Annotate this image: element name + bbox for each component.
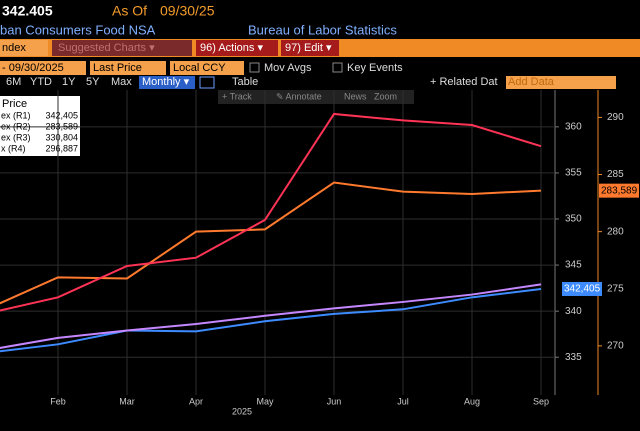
mov-avgs[interactable]: Mov Avgs	[264, 62, 312, 74]
x-tick-label: Apr	[189, 396, 203, 406]
price: 342.405	[2, 3, 53, 19]
period[interactable]: 1Y	[62, 76, 76, 88]
tool: Zoom	[374, 91, 397, 101]
x-tick-label: Jun	[327, 396, 342, 406]
y-tick-label: 355	[565, 168, 582, 179]
as-of-date: 09/30/25	[160, 3, 215, 19]
axis-tag-label: 283,589	[601, 185, 638, 196]
add-data[interactable]: Add Data	[508, 76, 555, 88]
series-line	[0, 287, 542, 353]
tool-strip	[218, 90, 414, 104]
period[interactable]: Max	[111, 76, 132, 88]
frequency[interactable]: Monthly ▾	[142, 76, 190, 88]
y2-tick-label: 290	[607, 112, 624, 123]
y2-tick-label: 275	[607, 283, 624, 294]
y2-tick-label: 280	[607, 226, 624, 237]
x-tick-label: Aug	[464, 396, 480, 406]
checkbox[interactable]	[332, 62, 343, 73]
axis-tag-label: 342,405	[564, 284, 601, 295]
legend-box	[0, 96, 80, 156]
axis-tag	[562, 281, 602, 296]
source: Bureau of Labor Statistics	[248, 22, 397, 37]
x-tick-label: May	[256, 396, 274, 406]
axis-tag	[599, 183, 639, 198]
period[interactable]: 6M	[6, 76, 21, 88]
actions[interactable]: 96) Actions ▾	[200, 42, 263, 54]
security: ban Consumers Food NSA	[0, 22, 156, 37]
x-tick-label: Sep	[533, 396, 549, 406]
edit-box[interactable]	[281, 40, 339, 56]
x-tick-label: Mar	[119, 396, 135, 406]
actions-box[interactable]	[196, 40, 278, 56]
currency[interactable]: Local CCY	[173, 62, 226, 74]
frequency-box[interactable]	[139, 76, 195, 89]
period[interactable]: 5Y	[86, 76, 100, 88]
y-tick-label: 350	[565, 214, 582, 225]
x-tick-label: Jul	[397, 396, 409, 406]
tool: News	[344, 91, 367, 101]
date-box[interactable]	[0, 61, 86, 75]
currency-box[interactable]	[170, 61, 244, 75]
legend-value: 330,804	[45, 132, 78, 142]
tab-box[interactable]	[0, 40, 48, 56]
legend-title: Price	[2, 98, 27, 110]
y-tick-label: 340	[565, 306, 582, 317]
related[interactable]: + Related Dat	[430, 76, 498, 88]
x-axis-label: 2025	[232, 406, 252, 416]
x-tick-label: Feb	[50, 396, 66, 406]
tool: ✎ Annotate	[276, 91, 322, 101]
legend-value: 342,405	[45, 110, 78, 120]
edit[interactable]: 97) Edit ▾	[285, 42, 332, 54]
suggested-box[interactable]	[52, 40, 192, 56]
add-data-box[interactable]	[506, 76, 616, 89]
field-box[interactable]	[90, 61, 166, 75]
legend-value: 296,887	[45, 143, 78, 153]
as-of: As Of	[112, 3, 147, 19]
legend-name: ex (R3)	[1, 132, 31, 142]
series-line	[0, 283, 542, 349]
period[interactable]: YTD	[30, 76, 52, 88]
legend-name: ex (R1)	[1, 110, 31, 120]
series-line	[0, 181, 542, 305]
key-events[interactable]: Key Events	[347, 62, 403, 74]
legend-value: 283,589	[45, 121, 78, 131]
tab[interactable]: ndex	[2, 42, 26, 54]
y2-tick-label: 285	[607, 169, 624, 180]
plot-area	[0, 90, 555, 395]
suggested[interactable]: Suggested Charts ▾	[58, 42, 155, 54]
field[interactable]: Last Price	[93, 62, 142, 74]
checkbox[interactable]	[249, 62, 260, 73]
tool: + Track	[222, 91, 252, 101]
series-line	[0, 112, 542, 312]
date-range[interactable]: - 09/30/2025	[2, 62, 64, 74]
y-tick-label: 345	[565, 260, 582, 271]
legend-name: ex (R2)	[1, 121, 31, 131]
table[interactable]: Table	[232, 76, 258, 88]
y-tick-label: 335	[565, 352, 582, 363]
chart-icon[interactable]	[199, 76, 215, 89]
legend-name: x (R4)	[1, 143, 26, 153]
y-tick-label: 360	[565, 121, 582, 132]
y2-tick-label: 270	[607, 341, 624, 352]
